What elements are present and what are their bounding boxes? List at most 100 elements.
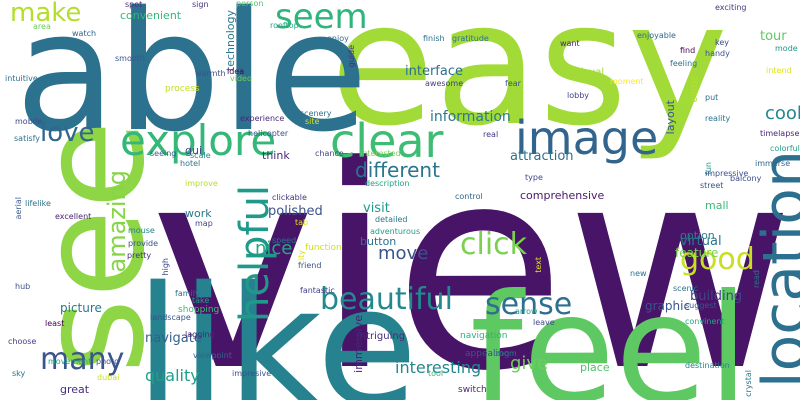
cloud-word: function [305, 243, 342, 253]
cloud-word: watch [72, 29, 97, 38]
cloud-word: colorful [770, 144, 800, 153]
cloud-word: city [297, 250, 306, 265]
cloud-word: tool [428, 369, 444, 378]
cloud-word: seeing [150, 149, 177, 158]
cloud-word: hotel [180, 159, 201, 168]
cloud-word: location [750, 150, 800, 389]
cloud-word: love [40, 118, 95, 148]
cloud-word: handy [705, 49, 730, 58]
cloud-word: appealing [465, 349, 510, 359]
cloud-word: warmth [195, 69, 226, 78]
cloud-word: crystal [744, 370, 753, 397]
cloud-word: mouse [128, 226, 155, 235]
cloud-word: immersive [352, 315, 365, 373]
cloud-word: fantastic [300, 286, 335, 295]
cloud-word: explore [120, 116, 277, 165]
cloud-word: beautiful [320, 282, 453, 317]
cloud-word: key [715, 38, 730, 47]
cloud-word: information [430, 109, 511, 125]
cloud-word: interface [405, 64, 463, 79]
cloud-word: guide [347, 45, 356, 68]
cloud-word: find [680, 46, 696, 55]
cloud-word: visual [575, 67, 605, 78]
cloud-word: improve [185, 179, 218, 188]
cloud-word: landscape [150, 313, 191, 322]
cloud-word: move [378, 243, 429, 264]
cloud-word: balcony [730, 174, 762, 183]
cloud-word: friend [298, 261, 322, 270]
cloud-word: impressive [705, 169, 749, 178]
cloud-word: layout [664, 100, 677, 135]
cloud-word: option [680, 229, 715, 242]
cloud-word: view [150, 107, 795, 400]
cloud-word: speed [272, 236, 297, 245]
cloud-word: control [455, 192, 483, 201]
cloud-word: mobile [15, 117, 43, 126]
cloud-word: intend [766, 66, 792, 75]
cloud-word: family [175, 289, 200, 298]
cloud-word: enjoy [327, 34, 349, 43]
cloud-word: able [15, 0, 369, 168]
cloud-word: finish [423, 34, 445, 43]
cloud-word: tab [295, 218, 309, 227]
cloud-word: scenic [673, 284, 699, 293]
cloud-word: interested [360, 149, 401, 158]
cloud-word: arrow [515, 307, 538, 316]
cloud-word: dubai [97, 373, 120, 382]
cloud-word: scenery [300, 109, 332, 118]
cloud-word: intuitive [5, 74, 38, 83]
cloud-word: area [33, 22, 51, 31]
cloud-word: experience [240, 114, 285, 123]
cloud-word: feature [675, 246, 719, 260]
cloud-word: like [135, 251, 418, 400]
cloud-word: want [560, 39, 580, 48]
cloud-word: text [534, 257, 543, 273]
cloud-word: navigation [460, 331, 508, 341]
cloud-word: mode [775, 44, 798, 53]
cloud-word: convenient [120, 9, 182, 22]
cloud-word: awesome [425, 79, 464, 88]
cloud-word: read [752, 270, 761, 289]
cloud-word: gratitude [452, 34, 489, 43]
cloud-word: zoom [495, 349, 517, 358]
cloud-word: least [45, 319, 65, 328]
cloud-word: idea [227, 67, 245, 76]
cloud-word: map [195, 219, 213, 228]
cloud-word: feel [470, 263, 750, 400]
cloud-word: comprehensive [520, 189, 605, 202]
cloud-word: suggest [685, 301, 717, 310]
cloud-word: moment [610, 77, 644, 86]
cloud-word: viewpoint [193, 351, 232, 360]
cloud-word: take [192, 296, 210, 305]
cloud-word: different [355, 158, 440, 182]
cloud-word: enjoyable [637, 31, 676, 40]
cloud-word: sense [485, 287, 573, 322]
cloud-word: intriguing [357, 331, 406, 342]
cloud-word: amazing [103, 170, 131, 273]
cloud-word: choose [8, 337, 37, 346]
cloud-word: fear [505, 79, 521, 88]
cloud-word: high [161, 258, 170, 276]
cloud-word: lobby [567, 91, 590, 100]
cloud-word: type [525, 173, 543, 182]
cloud-word: navigate [145, 331, 202, 346]
cloud-word: good [680, 242, 755, 277]
cloud-word: work [185, 207, 212, 220]
cloud-word: real [483, 130, 499, 139]
cloud-word: button [360, 235, 397, 248]
cloud-word: sign [192, 0, 209, 9]
cloud-word: satisfy [14, 134, 41, 143]
cloud-word: nice [255, 238, 293, 259]
cloud-word: process [165, 84, 200, 94]
cloud-word: give [510, 353, 549, 374]
cloud-word: chance [315, 149, 344, 158]
cloud-word: great [60, 383, 90, 396]
cloud-word: building [690, 289, 743, 304]
cloud-word: make [10, 0, 82, 28]
cloud-word: adventurous [370, 227, 421, 236]
cloud-word: image [515, 111, 659, 165]
cloud-word: mall [705, 199, 729, 212]
cloud-word: destination [685, 361, 730, 370]
cloud-word: exciting [715, 3, 747, 12]
cloud-word: switch [458, 385, 487, 395]
